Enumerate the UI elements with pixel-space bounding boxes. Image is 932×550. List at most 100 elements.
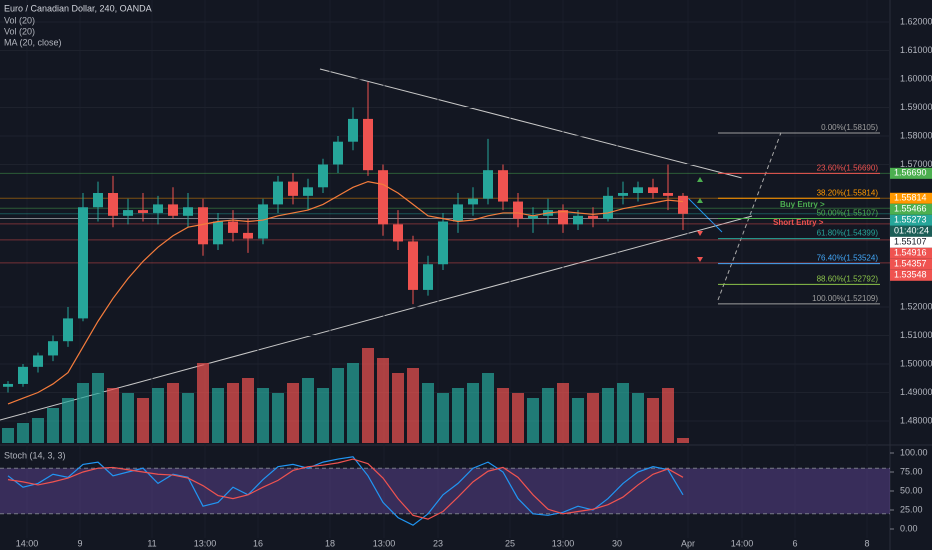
x-tick-label: 11: [147, 538, 156, 548]
candle-body: [558, 210, 568, 225]
projection-line: [717, 129, 783, 301]
stoch-tick-label: 50.00: [900, 485, 923, 495]
x-tick-label: 13:00: [552, 538, 575, 548]
candle-body: [213, 221, 223, 245]
y-tick-label: 1.60000: [900, 73, 932, 83]
candle-body: [243, 232, 253, 239]
x-tick-label: 13:00: [194, 538, 217, 548]
candle-body: [318, 164, 328, 188]
candle-body: [258, 204, 268, 239]
price-tag-label: 1.54357: [894, 259, 927, 269]
y-tick-label: 1.48000: [900, 415, 932, 425]
x-tick-label: 9: [77, 538, 82, 548]
x-tick-label: 18: [325, 538, 335, 548]
fib-label: 38.20%(1.55814): [817, 188, 879, 197]
volume-bar: [32, 418, 44, 443]
candle-body: [303, 187, 313, 196]
candle-body: [528, 215, 538, 219]
candle-body: [678, 195, 688, 214]
volume-bar: [227, 383, 239, 443]
y-tick-label: 1.59000: [900, 102, 932, 112]
stoch-d-line: [7, 458, 684, 520]
y-tick-label: 1.49000: [900, 387, 932, 397]
candle-body: [438, 221, 448, 265]
candle-body: [348, 118, 358, 142]
price-tag-label: 1.55466: [894, 204, 927, 214]
fib-label: 88.60%(1.52792): [817, 275, 879, 284]
candle-body: [648, 187, 658, 193]
candle-body: [363, 118, 373, 171]
candle-body: [408, 241, 418, 290]
candle-body: [228, 221, 238, 233]
volume-bar: [332, 368, 344, 443]
volume-bar: [212, 388, 224, 443]
candle-body: [33, 355, 43, 367]
volume-bar: [92, 373, 104, 443]
x-tick-label: 14:00: [16, 538, 39, 548]
candle-body: [393, 224, 403, 242]
candle-body: [48, 341, 58, 356]
price-tag: [890, 192, 932, 204]
stoch-k-line: [7, 456, 684, 526]
volume-bar: [77, 383, 89, 443]
y-tick-label: 1.52000: [900, 301, 932, 311]
price-tag: [890, 203, 932, 215]
candle-body: [633, 187, 643, 193]
price-tag-label: 1.55814: [894, 193, 927, 203]
volume-bar: [2, 428, 14, 443]
candle-body: [123, 210, 133, 216]
x-tick-label: 16: [253, 538, 263, 548]
candle-body: [498, 170, 508, 202]
volume-bar: [197, 363, 209, 443]
candle-body: [513, 201, 523, 219]
volume-bar: [422, 383, 434, 443]
candle-body: [18, 366, 28, 384]
fib-label: 61.80%(1.54399): [817, 229, 879, 238]
volume-bar: [182, 393, 194, 443]
trend-line: [0, 215, 753, 421]
candle-body: [273, 181, 283, 205]
volume-bar: [257, 388, 269, 443]
volume-bar: [107, 388, 119, 443]
volume-bar: [617, 383, 629, 443]
indicator-label: Vol (20): [4, 26, 35, 36]
y-tick-label: 1.58000: [900, 130, 932, 140]
price-tag-label: 1.53548: [894, 270, 927, 280]
volume-bar: [467, 383, 479, 443]
trend-line: [319, 68, 743, 179]
volume-bar: [527, 398, 539, 443]
symbol-title: Euro / Canadian Dollar, 240, OANDA: [4, 3, 152, 13]
candle-body: [603, 195, 613, 219]
y-tick-label: 1.50000: [900, 358, 932, 368]
fib-label: 76.40%(1.53524): [817, 254, 879, 263]
volume-bar: [17, 423, 29, 443]
price-tag: [890, 269, 932, 281]
candle-body: [3, 383, 13, 387]
volume-bar: [62, 398, 74, 443]
x-tick-label: 30: [612, 538, 622, 548]
price-tag-label: 1.56690: [894, 168, 927, 178]
stoch-label: Stoch (14, 3, 3): [4, 450, 66, 460]
volume-bar: [392, 373, 404, 443]
volume-bar: [287, 383, 299, 443]
indicator-label: MA (20, close): [4, 37, 62, 47]
volume-bar: [677, 438, 689, 443]
candle-body: [453, 204, 463, 222]
short-entry: Short Entry >: [773, 218, 824, 227]
y-tick-label: 1.61000: [900, 45, 932, 55]
stoch-band: [0, 468, 890, 514]
stoch-tick-label: 75.00: [900, 466, 923, 476]
volume-bar: [497, 388, 509, 443]
fib-label: 100.00%(1.52109): [812, 294, 878, 303]
volume-bar: [362, 348, 374, 443]
volume-bar: [167, 383, 179, 443]
stoch-tick-label: 100.00: [900, 447, 928, 457]
price-tag: [890, 167, 932, 179]
countdown: 01:40:24: [894, 226, 929, 236]
x-tick-label: 23: [433, 538, 443, 548]
volume-bar: [632, 393, 644, 443]
volume-bar: [122, 393, 134, 443]
volume-bar: [137, 398, 149, 443]
